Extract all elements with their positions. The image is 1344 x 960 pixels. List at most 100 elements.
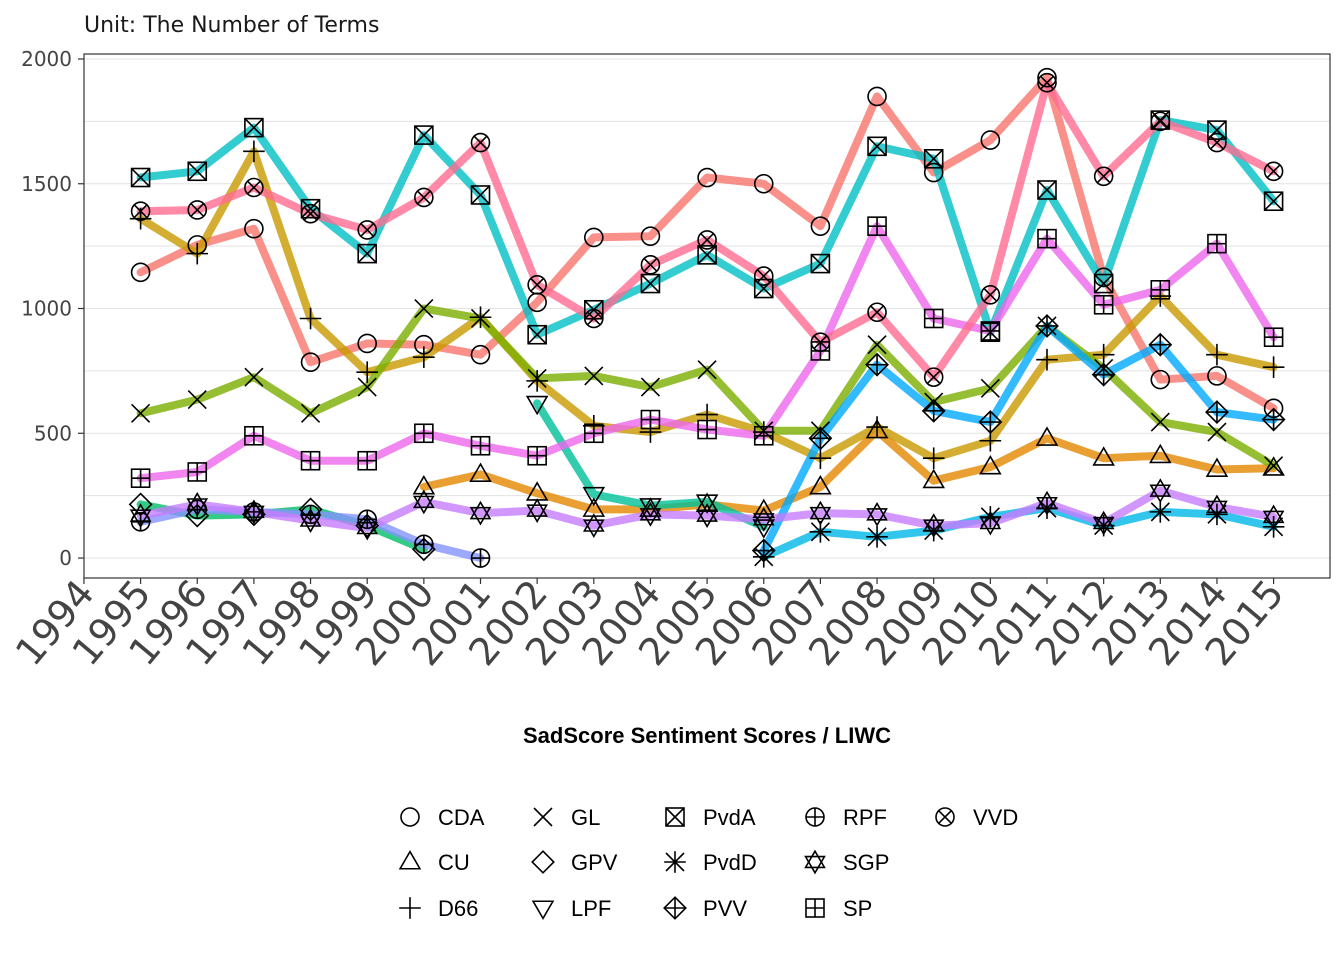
- data-point-pvda: [867, 136, 887, 157]
- data-point-pvda: [923, 149, 944, 169]
- data-point-pvda: [187, 161, 208, 182]
- data-point-vvd: [357, 220, 378, 240]
- data-point-gl: [300, 403, 321, 423]
- data-point-d66: [469, 306, 492, 329]
- data-point-sp: [130, 468, 151, 488]
- data-point-cda: [583, 227, 604, 248]
- data-point-sp: [187, 462, 208, 482]
- data-point-pvda: [1093, 273, 1114, 294]
- data-point-sgp: [866, 501, 888, 527]
- legend-label: CU: [438, 850, 470, 875]
- data-point-sp: [414, 423, 434, 444]
- data-point-d66: [299, 307, 322, 330]
- data-point-d66: [1036, 348, 1058, 371]
- data-point-pvv: [751, 538, 776, 563]
- data-point-cda: [1150, 369, 1171, 390]
- data-point-vvd: [527, 275, 547, 295]
- data-point-pvda: [300, 198, 321, 219]
- data-point-cda: [697, 167, 717, 188]
- data-point-sgp: [413, 489, 435, 515]
- series-points: [128, 67, 1286, 568]
- data-point-vvd: [130, 201, 151, 221]
- data-point-lpf: [695, 494, 719, 514]
- legend-item-gpv: GPV: [531, 850, 618, 875]
- data-point-pvda: [1263, 191, 1284, 212]
- data-point-sp: [470, 435, 491, 456]
- data-point-cda: [923, 162, 944, 183]
- data-point-gl: [697, 360, 717, 380]
- data-point-gl: [131, 403, 151, 423]
- data-point-cda: [1037, 67, 1057, 88]
- data-point-sgp: [1149, 478, 1172, 504]
- data-point-gl: [1150, 412, 1170, 432]
- data-point-pvv: [1035, 314, 1059, 338]
- data-point-vvd: [1093, 166, 1114, 187]
- data-point-lpf: [639, 498, 662, 518]
- data-point-pvdd: [809, 521, 832, 543]
- legend-key-lpf: [531, 900, 555, 920]
- data-point-sgp: [752, 506, 775, 532]
- legend-label: PvdA: [703, 805, 756, 830]
- data-point-vvd: [583, 308, 604, 329]
- data-point-pvdd: [866, 526, 888, 548]
- data-point-pvda: [527, 324, 547, 345]
- data-point-cu: [1035, 426, 1059, 446]
- data-point-sp: [753, 425, 774, 446]
- series-line-cda: [136, 73, 1278, 413]
- data-point-sgp: [1262, 504, 1285, 530]
- data-point-pvv: [921, 398, 946, 423]
- data-point-d66: [922, 447, 945, 470]
- data-point-sp: [640, 409, 661, 430]
- legend-key-sgp: [804, 849, 826, 875]
- legend-key-pvda: [665, 807, 685, 827]
- data-point-pvda: [697, 245, 717, 265]
- data-point-cu: [469, 462, 492, 482]
- data-point-sgp: [469, 500, 492, 526]
- data-point-cda: [753, 173, 774, 194]
- data-point-cda: [130, 262, 151, 283]
- data-point-sgp: [1036, 490, 1058, 516]
- y-tick-label: 1500: [21, 172, 72, 196]
- data-point-pvv: [1261, 407, 1286, 432]
- data-point-sgp: [299, 508, 322, 533]
- data-point-gl: [244, 367, 264, 387]
- data-point-cda: [300, 352, 321, 372]
- data-point-gl: [867, 335, 887, 355]
- data-point-vvd: [697, 230, 717, 250]
- data-point-sgp: [582, 513, 605, 538]
- data-point-sp: [357, 450, 378, 471]
- data-point-sp: [1150, 279, 1171, 300]
- data-point-gpv: [185, 503, 210, 528]
- legend-key-gpv: [531, 850, 555, 874]
- data-point-d66: [243, 140, 265, 163]
- data-point-sp: [583, 423, 604, 444]
- data-point-pvda: [470, 185, 491, 205]
- legend-item-lpf: LPF: [531, 896, 611, 921]
- data-point-sgp: [696, 503, 718, 529]
- series-line-pvv: [759, 322, 1278, 555]
- data-point-sgp: [922, 513, 945, 538]
- data-point-d66: [809, 447, 832, 470]
- legend-label: LPF: [571, 896, 611, 921]
- data-point-gl: [357, 377, 377, 397]
- data-point-cu: [809, 474, 832, 495]
- data-point-sgp: [356, 515, 379, 541]
- data-point-sgp: [243, 499, 265, 525]
- data-point-sp: [867, 216, 887, 236]
- data-point-cu: [1262, 456, 1285, 476]
- data-point-gl: [527, 368, 547, 388]
- legend-item-gl: GL: [533, 805, 600, 830]
- data-point-gl: [1207, 422, 1227, 442]
- legend-item-sgp: SGP: [804, 849, 889, 875]
- data-point-pvdd: [1149, 501, 1172, 523]
- legend-key-cu: [398, 850, 422, 870]
- data-point-d66: [1262, 356, 1285, 378]
- data-point-pvdd: [1206, 503, 1228, 526]
- legend: CDA CU D66 GL GPV LPF PvdA PvdD PVV RPF SGP SP VVD: [398, 805, 1018, 921]
- data-point-vvd: [980, 284, 1001, 305]
- data-point-pvda: [810, 253, 831, 274]
- legend-key-d66: [399, 897, 421, 919]
- data-point-d66: [413, 346, 435, 368]
- data-point-cu: [1149, 443, 1172, 464]
